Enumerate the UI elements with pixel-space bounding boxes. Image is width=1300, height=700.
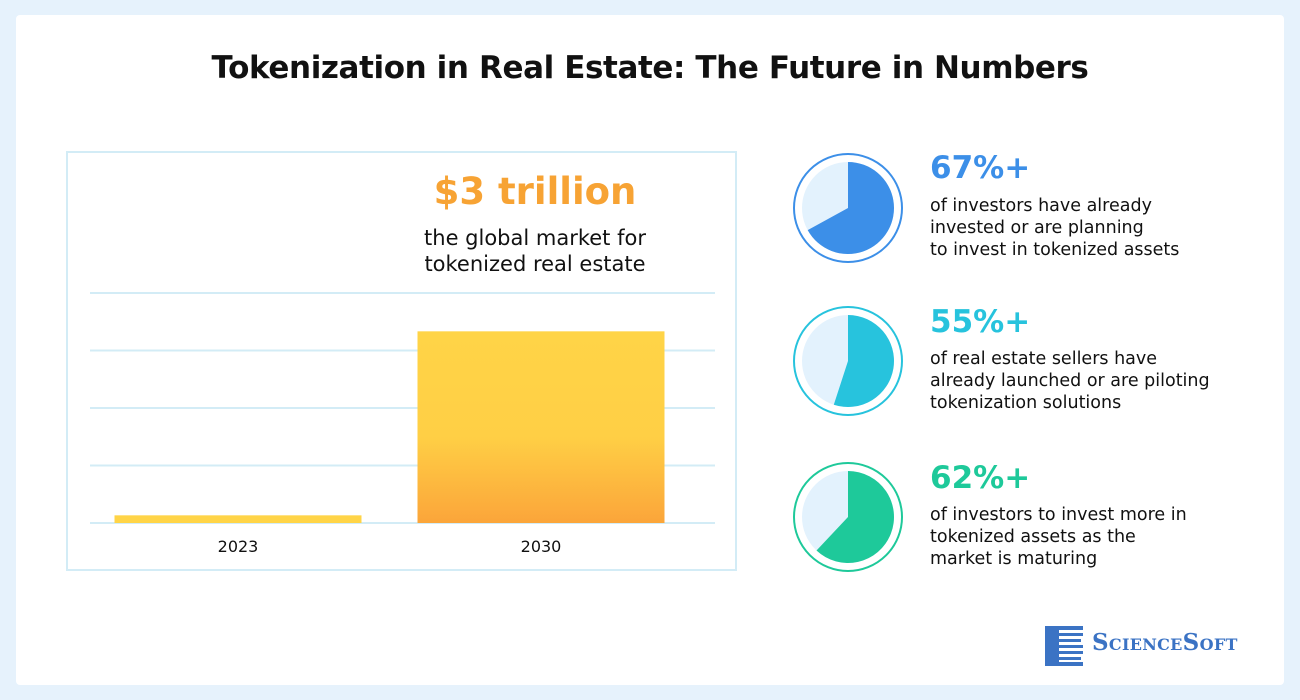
stat-percent: 62%+ [930, 460, 1031, 496]
x-tick-label: 2030 [520, 537, 562, 556]
stat-description-line: of real estate sellers have [930, 349, 1158, 369]
pie-icon-investors-more [793, 462, 903, 572]
headline-description: the global market for tokenized real est… [395, 225, 675, 277]
pie-outer-ring [793, 462, 903, 572]
x-tick-label: 2023 [217, 537, 259, 556]
pie-icon-investors [793, 153, 903, 263]
pie-outer-ring [793, 306, 903, 416]
page-title: Tokenization in Real Estate: The Future … [211, 50, 1089, 86]
stat-percent: 55%+ [930, 304, 1031, 340]
stat-description-line: market is maturing [930, 549, 1098, 569]
bar-2030 [417, 331, 665, 523]
stat-description-line: to invest in tokenized assets [930, 240, 1180, 260]
sciencesoft-logo-icon [1045, 626, 1083, 666]
pie-icon-sellers [793, 306, 903, 416]
stat-description: of real estate sellers have already laun… [930, 348, 1260, 414]
brand-name: ScienceSoft [1092, 629, 1238, 656]
pie-slice [816, 471, 894, 563]
headline-value: $3 trillion [433, 170, 637, 213]
stat-description: of investors to invest more in tokenized… [930, 504, 1260, 570]
stat-description-line: of investors have already [930, 196, 1152, 216]
bar-2023 [114, 515, 362, 523]
pie-slice [833, 315, 894, 407]
stat-description-line: of investors to invest more in [930, 505, 1187, 525]
headline-description-line: the global market for [424, 226, 646, 250]
stat-description-line: tokenization solutions [930, 393, 1122, 413]
stat-description-line: tokenized assets as the [930, 527, 1136, 547]
stat-description-line: invested or are planning [930, 218, 1144, 238]
pie-outer-ring [793, 153, 903, 263]
pie-slice [807, 162, 894, 254]
stat-description: of investors have already invested or ar… [930, 195, 1260, 261]
headline-description-line: tokenized real estate [424, 252, 646, 276]
stat-description-line: already launched or are piloting [930, 371, 1210, 391]
stat-percent: 67%+ [930, 150, 1031, 186]
